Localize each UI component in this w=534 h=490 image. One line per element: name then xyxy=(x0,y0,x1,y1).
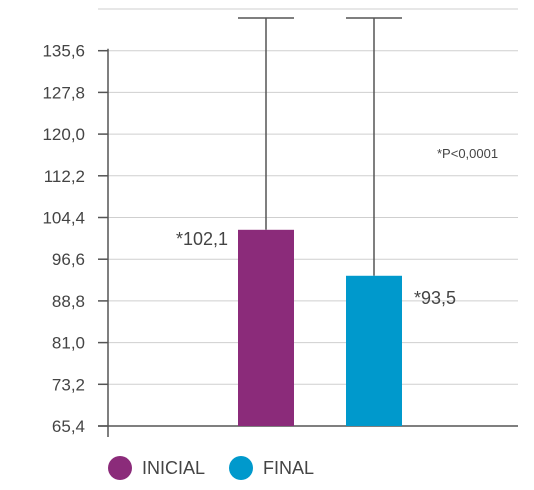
y-tick-label: 88,8 xyxy=(52,292,85,311)
y-tick-label: 112,2 xyxy=(44,167,85,186)
y-tick-label: 104,4 xyxy=(42,209,85,228)
y-tick-label: 120,0 xyxy=(42,125,85,144)
data-label-final: *93,5 xyxy=(414,288,456,308)
data-label-inicial: *102,1 xyxy=(176,229,228,249)
labels: 65,4 73,2 81,0 88,8 96,6 104,4 112,2 120,0 127,8… xyxy=(42,42,456,436)
y-tick-label: 96,6 xyxy=(52,250,85,269)
gridlines xyxy=(98,8,518,385)
y-tick-label: 65,4 xyxy=(52,417,85,436)
y-tick-label: 81,0 xyxy=(52,334,85,353)
legend-item-inicial: INICIAL xyxy=(108,456,205,480)
significance-annotation: *P<0,0001 xyxy=(437,146,498,161)
legend: INICIAL FINAL xyxy=(108,456,338,480)
legend-swatch-final xyxy=(229,456,254,480)
y-tick-label: 73,2 xyxy=(52,375,85,394)
bar-inicial xyxy=(238,229,294,426)
legend-item-final: FINAL xyxy=(229,456,314,480)
legend-swatch-inicial xyxy=(108,456,132,480)
y-tick-label: 135,6 xyxy=(42,42,85,61)
legend-label-inicial: INICIAL xyxy=(142,457,206,478)
bar-final xyxy=(346,275,402,426)
axes xyxy=(98,48,518,437)
legend-label-final: FINAL xyxy=(263,457,315,478)
bars xyxy=(238,17,402,426)
y-tick-label: 127,8 xyxy=(42,83,85,102)
